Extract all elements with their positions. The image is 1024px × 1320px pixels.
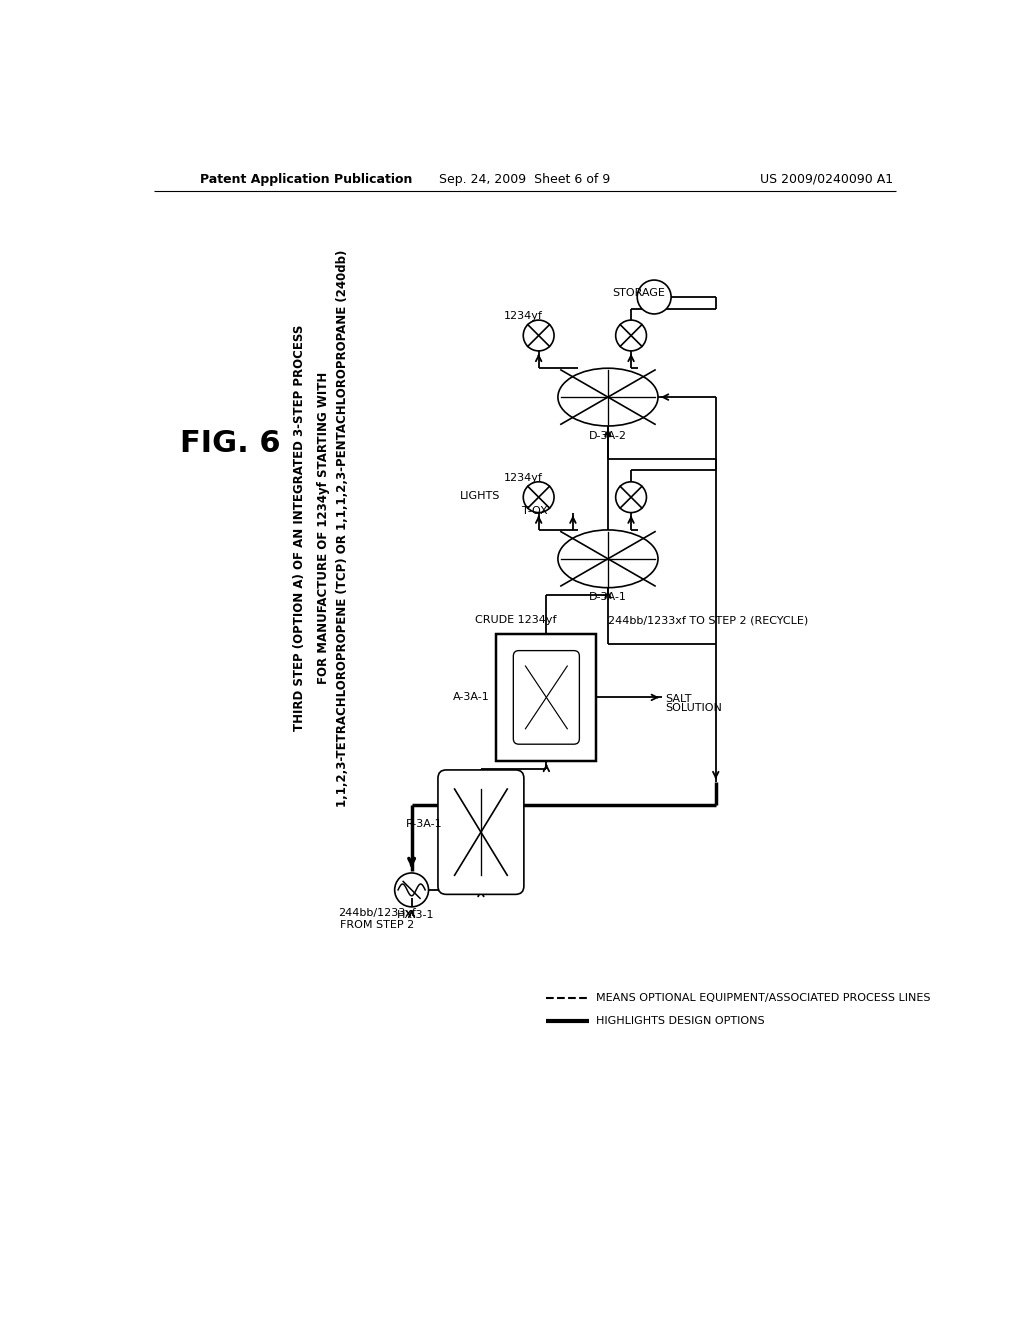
Text: 1234yf: 1234yf [504, 312, 543, 321]
Text: HIGHLIGHTS DESIGN OPTIONS: HIGHLIGHTS DESIGN OPTIONS [596, 1016, 765, 1026]
Circle shape [637, 280, 671, 314]
Text: A-3A-1: A-3A-1 [454, 693, 490, 702]
Text: THIRD STEP (OPTION A) OF AN INTEGRATED 3-STEP PROCESS: THIRD STEP (OPTION A) OF AN INTEGRATED 3… [294, 325, 306, 731]
Ellipse shape [558, 368, 658, 426]
Text: D-3A-1: D-3A-1 [589, 593, 627, 602]
Text: SALT: SALT [666, 694, 692, 704]
Text: SOLUTION: SOLUTION [666, 704, 723, 713]
Text: STORAGE: STORAGE [612, 288, 666, 298]
Text: LIGHTS: LIGHTS [460, 491, 500, 500]
Text: FROM STEP 2: FROM STEP 2 [340, 920, 414, 929]
Text: 244bb/1233xf TO STEP 2 (RECYCLE): 244bb/1233xf TO STEP 2 (RECYCLE) [608, 615, 808, 626]
Text: FOR MANUFACTURE OF 1234yf STARTING WITH: FOR MANUFACTURE OF 1234yf STARTING WITH [316, 372, 330, 684]
Ellipse shape [558, 529, 658, 587]
Text: FIG. 6: FIG. 6 [180, 429, 281, 458]
Text: US 2009/0240090 A1: US 2009/0240090 A1 [760, 173, 893, 186]
Text: R-3A-1: R-3A-1 [406, 820, 442, 829]
Text: D-3A-2: D-3A-2 [589, 430, 627, 441]
Text: CRUDE 1234yf: CRUDE 1234yf [475, 615, 556, 626]
Text: 1234yf: 1234yf [504, 473, 543, 483]
Text: 244bb/1233xf: 244bb/1233xf [338, 908, 416, 917]
Text: Patent Application Publication: Patent Application Publication [200, 173, 413, 186]
Text: 1,1,2,3-TETRACHLOROPROPENE (TCP) OR 1,1,1,2,3-PENTACHLOROPROPANE (240db): 1,1,2,3-TETRACHLOROPROPENE (TCP) OR 1,1,… [336, 249, 349, 807]
Text: Sep. 24, 2009  Sheet 6 of 9: Sep. 24, 2009 Sheet 6 of 9 [439, 173, 610, 186]
Text: T-OX: T-OX [521, 506, 548, 516]
FancyBboxPatch shape [438, 770, 524, 895]
FancyBboxPatch shape [513, 651, 580, 744]
Text: HX-3-1: HX-3-1 [396, 909, 434, 920]
Text: MEANS OPTIONAL EQUIPMENT/ASSOCIATED PROCESS LINES: MEANS OPTIONAL EQUIPMENT/ASSOCIATED PROC… [596, 993, 931, 1003]
Bar [497, 634, 596, 760]
